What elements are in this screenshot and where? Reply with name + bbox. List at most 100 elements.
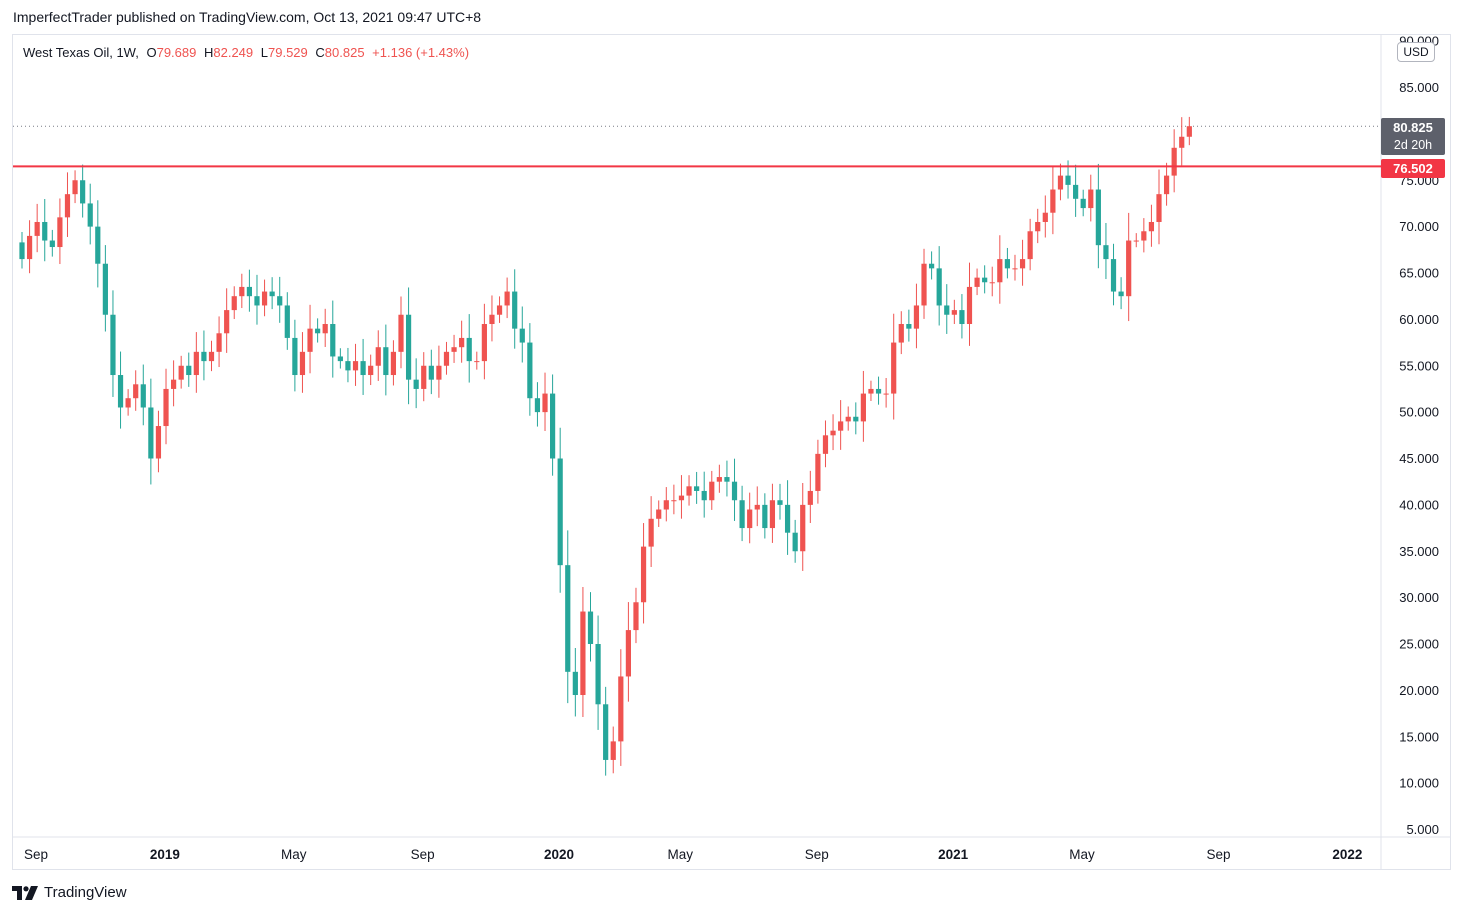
candle-body [224,310,230,334]
time-tick-label: 2022 [1332,847,1362,862]
candle-body [64,194,71,218]
candle-body [800,504,806,552]
candle-body [860,393,866,422]
candle-body [1186,126,1192,137]
candle-body [413,379,419,389]
candle-body [504,291,510,306]
ohlc-legend: West Texas Oil, 1W, O79.689 H82.249 L79.… [23,45,469,60]
close-label: C [315,45,325,60]
candle-body [792,532,798,552]
candle-body [26,235,33,260]
candle-body [1110,259,1117,292]
candle-body [436,365,442,380]
candle-body [390,351,397,376]
candle-body [777,500,783,505]
candle-body [610,741,616,760]
candle-body [155,426,162,459]
candle-body [398,314,404,352]
candle-body [466,337,472,362]
candle-body [875,388,882,394]
price-tick-label: 35.000 [1399,544,1439,559]
candle-body [1019,259,1026,269]
candle-body [663,500,669,510]
high-label: H [203,45,214,60]
candle-body [550,393,556,459]
price-tick-label: 45.000 [1399,451,1439,466]
candle-body [951,310,957,315]
symbol-label: West Texas Oil, 1W, [23,45,139,60]
candle-body [337,356,343,362]
candle-body [1057,175,1064,190]
close-value: 80.825 [324,45,365,60]
candle-body [845,416,851,422]
candle-body [1156,194,1162,222]
candle-body [193,351,199,376]
candle-body [284,305,290,338]
candle-body [231,296,237,311]
candle-body [261,291,268,306]
time-tick-label: Sep [24,847,48,862]
candle-body [133,384,139,399]
candle-body [95,226,101,264]
candle-body [1065,175,1071,185]
candle-body [587,611,594,644]
candle-body [519,328,525,343]
low-label: L [260,45,268,60]
candle-body [572,671,578,696]
last-price-value: 80.825 [1393,120,1433,135]
candle-body [678,495,685,501]
candle-body [345,361,351,371]
candle-body [944,305,950,315]
horizontal-level-badge: 76.502 [1381,159,1445,178]
price-tick-label: 30.000 [1399,590,1439,605]
time-tick-label: 2021 [938,847,969,862]
candle-body [489,314,495,325]
candle-body [565,565,571,672]
candle-body [1126,240,1132,297]
candle-body [383,347,389,376]
candle-body [277,296,283,306]
candle-body [201,351,207,362]
candle-body [694,486,700,491]
candle-body [72,180,78,195]
price-tick-label: 85.000 [1399,80,1439,95]
candle-body [580,611,586,696]
candle-body [640,546,647,603]
candle-body [299,351,306,376]
candle-body [1095,189,1101,246]
candle-body [1088,189,1094,209]
candle-body [110,314,116,376]
candle-body [656,509,662,519]
tradingview-logo-icon [12,885,38,900]
candle-body [87,203,93,227]
chart-frame [12,34,1451,870]
candle-body [117,375,124,408]
price-tick-label: 10.000 [1399,776,1439,791]
candle-body [292,337,298,376]
candle-body [1179,136,1185,148]
candle-body [557,458,563,566]
candle-body [815,453,821,491]
candle-body [1133,240,1139,242]
candle-body [618,676,624,742]
candle-body [496,305,503,315]
time-tick-label: Sep [1206,847,1230,862]
candle-body [1012,268,1018,270]
candle-body [80,180,86,204]
currency-button[interactable]: USD [1397,42,1435,62]
candle-body [853,416,859,422]
time-tick-label: Sep [805,847,829,862]
candle-body [959,310,965,325]
candle-body [216,333,222,352]
candle-body [1141,231,1147,241]
candle-body [269,291,275,297]
candle-body [246,286,252,297]
candle-body [125,398,131,408]
candle-body [171,379,177,389]
candle-body [375,347,381,366]
candle-body [474,361,480,363]
candle-body [19,242,25,260]
high-value: 82.249 [213,45,254,60]
candle-body [603,704,609,760]
